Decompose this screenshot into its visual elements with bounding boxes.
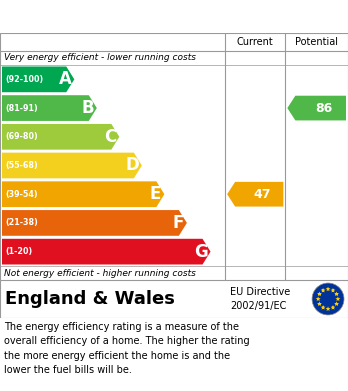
Polygon shape (331, 288, 335, 292)
Polygon shape (287, 96, 346, 120)
Text: (21-38): (21-38) (5, 219, 38, 228)
Polygon shape (316, 296, 321, 301)
Text: The energy efficiency rating is a measure of the
overall efficiency of a home. T: The energy efficiency rating is a measur… (4, 322, 250, 375)
Polygon shape (317, 301, 322, 306)
Text: (1-20): (1-20) (5, 247, 32, 256)
Text: (39-54): (39-54) (5, 190, 38, 199)
Polygon shape (2, 152, 142, 178)
Text: England & Wales: England & Wales (5, 290, 175, 308)
Text: (55-68): (55-68) (5, 161, 38, 170)
Polygon shape (317, 292, 322, 296)
Text: Current: Current (237, 37, 274, 47)
Polygon shape (227, 182, 283, 206)
Polygon shape (2, 66, 74, 92)
Text: Not energy efficient - higher running costs: Not energy efficient - higher running co… (4, 269, 196, 278)
Text: Potential: Potential (295, 37, 338, 47)
Text: E: E (150, 185, 161, 203)
Text: B: B (81, 99, 94, 117)
Polygon shape (2, 210, 187, 236)
Text: C: C (104, 128, 116, 146)
Polygon shape (2, 124, 119, 150)
Polygon shape (321, 305, 325, 310)
Text: (81-91): (81-91) (5, 104, 38, 113)
Polygon shape (2, 239, 211, 264)
Polygon shape (321, 288, 325, 292)
Polygon shape (2, 181, 164, 207)
Polygon shape (2, 95, 97, 121)
Text: 47: 47 (253, 188, 271, 201)
Polygon shape (326, 287, 331, 291)
Polygon shape (334, 292, 339, 296)
Polygon shape (326, 306, 331, 311)
Text: (69-80): (69-80) (5, 132, 38, 141)
Text: F: F (173, 214, 184, 232)
Text: G: G (194, 243, 207, 261)
Circle shape (312, 283, 344, 315)
Polygon shape (334, 301, 339, 306)
Polygon shape (335, 296, 340, 301)
Text: (92-100): (92-100) (5, 75, 43, 84)
Text: 86: 86 (315, 102, 332, 115)
Text: Very energy efficient - lower running costs: Very energy efficient - lower running co… (4, 54, 196, 63)
Text: EU Directive
2002/91/EC: EU Directive 2002/91/EC (230, 287, 290, 310)
Polygon shape (331, 305, 335, 310)
Text: A: A (58, 70, 71, 88)
Text: D: D (125, 156, 139, 174)
Text: Energy Efficiency Rating: Energy Efficiency Rating (7, 7, 236, 25)
